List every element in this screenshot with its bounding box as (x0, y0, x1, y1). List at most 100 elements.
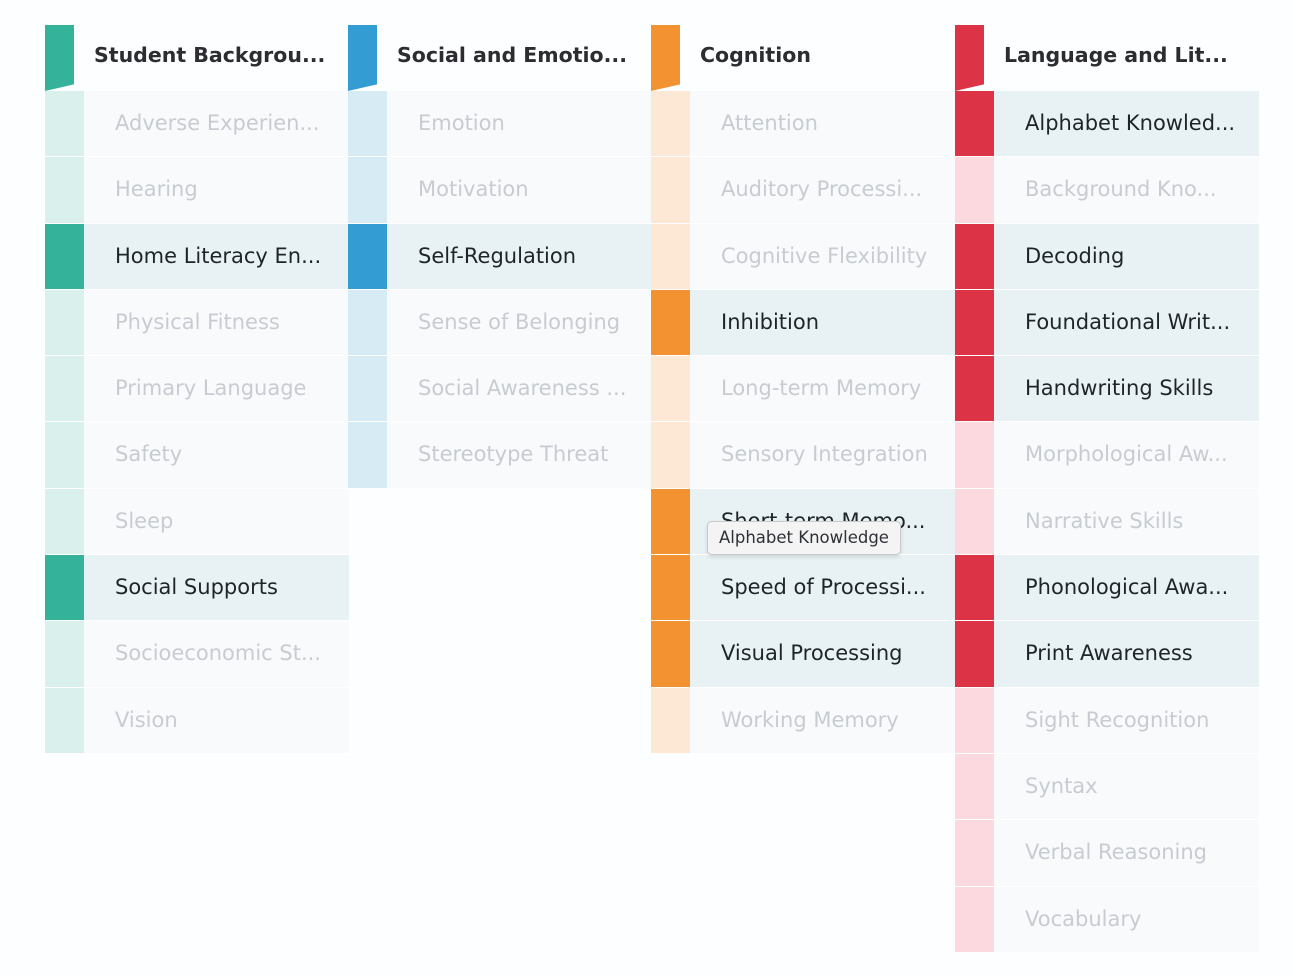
item-marker (45, 488, 84, 555)
item-label: Speed of Processi... (721, 575, 926, 600)
item-marker (348, 356, 387, 422)
column-flag (955, 25, 984, 91)
list-item[interactable]: Long-term Memory (651, 356, 955, 423)
item-marker (651, 356, 690, 422)
list-item[interactable]: Vocabulary (955, 886, 1259, 953)
item-marker (955, 753, 994, 820)
item-label: Handwriting Skills (1025, 376, 1214, 401)
item-marker (651, 91, 690, 157)
item-label: Phonological Awa... (1025, 575, 1229, 600)
item-marker (955, 157, 994, 223)
item-label: Vocabulary (1025, 906, 1142, 931)
list-item[interactable]: Primary Language (45, 356, 349, 423)
list-item[interactable]: Stereotype Threat (348, 422, 652, 489)
item-label: Sleep (115, 508, 174, 533)
list-item[interactable]: Physical Fitness (45, 289, 349, 357)
column-flag (651, 25, 680, 91)
item-label: Primary Language (115, 376, 307, 401)
list-item[interactable]: Sensory Integration (651, 422, 955, 489)
list-item[interactable]: Sight Recognition (955, 687, 1259, 754)
item-label: Long-term Memory (721, 376, 922, 401)
list-item[interactable]: Vision (45, 687, 349, 754)
item-marker (45, 289, 84, 356)
item-marker (955, 886, 994, 952)
list-item[interactable]: Cognitive Flexibility (651, 223, 955, 290)
item-marker (348, 289, 387, 356)
item-label: Syntax (1025, 773, 1098, 798)
item-label: Inhibition (721, 309, 820, 334)
list-item[interactable]: Visual Processing (651, 621, 955, 688)
item-label: Sight Recognition (1025, 707, 1210, 732)
item-label: Alphabet Knowled... (1025, 111, 1236, 135)
item-marker (651, 621, 690, 687)
list-item[interactable]: Sense of Belonging (348, 289, 652, 357)
list-item[interactable]: Background Kno... (955, 157, 1259, 224)
list-item[interactable]: Phonological Awa... (955, 555, 1259, 622)
list-item[interactable]: Morphological Aw... (955, 422, 1259, 489)
column-header: Language and Lit... (955, 25, 1259, 91)
list-item[interactable]: Speed of Processi... (651, 555, 955, 622)
list-item[interactable]: Foundational Writ... (955, 289, 1259, 357)
item-marker (651, 687, 690, 753)
list-item[interactable]: Adverse Experien... (45, 91, 349, 158)
item-marker (45, 555, 84, 621)
item-label: Adverse Experien... (115, 111, 320, 135)
item-label: Sensory Integration (721, 442, 928, 467)
list-item[interactable]: Social Supports (45, 555, 349, 622)
column-cognition: Cognition Attention Auditory Processi... C… (651, 25, 955, 754)
list-item[interactable]: Handwriting Skills (955, 356, 1259, 423)
item-marker (45, 621, 84, 687)
list-item[interactable]: Working Memory (651, 687, 955, 754)
item-marker (348, 91, 387, 157)
item-label: Home Literacy En... (115, 243, 322, 268)
item-marker (348, 157, 387, 223)
item-marker (955, 356, 994, 422)
list-item[interactable]: Hearing (45, 157, 349, 224)
item-label: Cognitive Flexibility (721, 243, 928, 268)
item-marker (955, 422, 994, 488)
list-item[interactable]: Socioeconomic St... (45, 621, 349, 688)
column-title: Language and Lit... (1004, 43, 1228, 67)
item-label: Social Awareness ... (418, 376, 627, 401)
item-marker (955, 621, 994, 687)
list-item[interactable]: Motivation (348, 157, 652, 224)
item-marker (348, 223, 387, 289)
item-label: Auditory Processi... (721, 177, 923, 202)
list-item[interactable]: Emotion (348, 91, 652, 158)
item-marker (45, 687, 84, 753)
list-item[interactable]: Print Awareness (955, 621, 1259, 688)
item-label: Vision (115, 707, 178, 732)
item-marker (955, 555, 994, 621)
item-marker (651, 223, 690, 289)
item-label: Sense of Belonging (418, 309, 621, 334)
item-label: Social Supports (115, 575, 278, 600)
list-item[interactable]: Syntax (955, 753, 1259, 821)
list-item[interactable]: Social Awareness ... (348, 356, 652, 423)
item-label: Physical Fitness (115, 309, 280, 334)
item-label: Narrative Skills (1025, 508, 1184, 533)
list-item[interactable]: Safety (45, 422, 349, 489)
list-item[interactable]: Home Literacy En... (45, 223, 349, 290)
item-label: Print Awareness (1025, 641, 1193, 666)
column-title: Cognition (700, 43, 811, 67)
item-label: Visual Processing (721, 641, 903, 666)
item-marker (955, 289, 994, 356)
item-marker (651, 422, 690, 488)
list-item[interactable]: Attention (651, 91, 955, 158)
list-item[interactable]: Sleep (45, 488, 349, 556)
item-marker (955, 91, 994, 157)
list-item[interactable]: Decoding (955, 223, 1259, 290)
list-item[interactable]: Inhibition (651, 289, 955, 357)
list-item[interactable]: Alphabet Knowled... (955, 91, 1259, 158)
list-item[interactable]: Self-Regulation (348, 223, 652, 290)
item-label: Emotion (418, 111, 505, 135)
item-label: Decoding (1025, 243, 1125, 268)
item-marker (651, 289, 690, 356)
list-item[interactable]: Verbal Reasoning (955, 820, 1259, 887)
list-item[interactable]: Auditory Processi... (651, 157, 955, 224)
item-marker (45, 356, 84, 422)
column-flag (45, 25, 74, 91)
item-marker (651, 488, 690, 555)
list-item[interactable]: Narrative Skills (955, 488, 1259, 556)
item-label: Attention (721, 111, 818, 135)
